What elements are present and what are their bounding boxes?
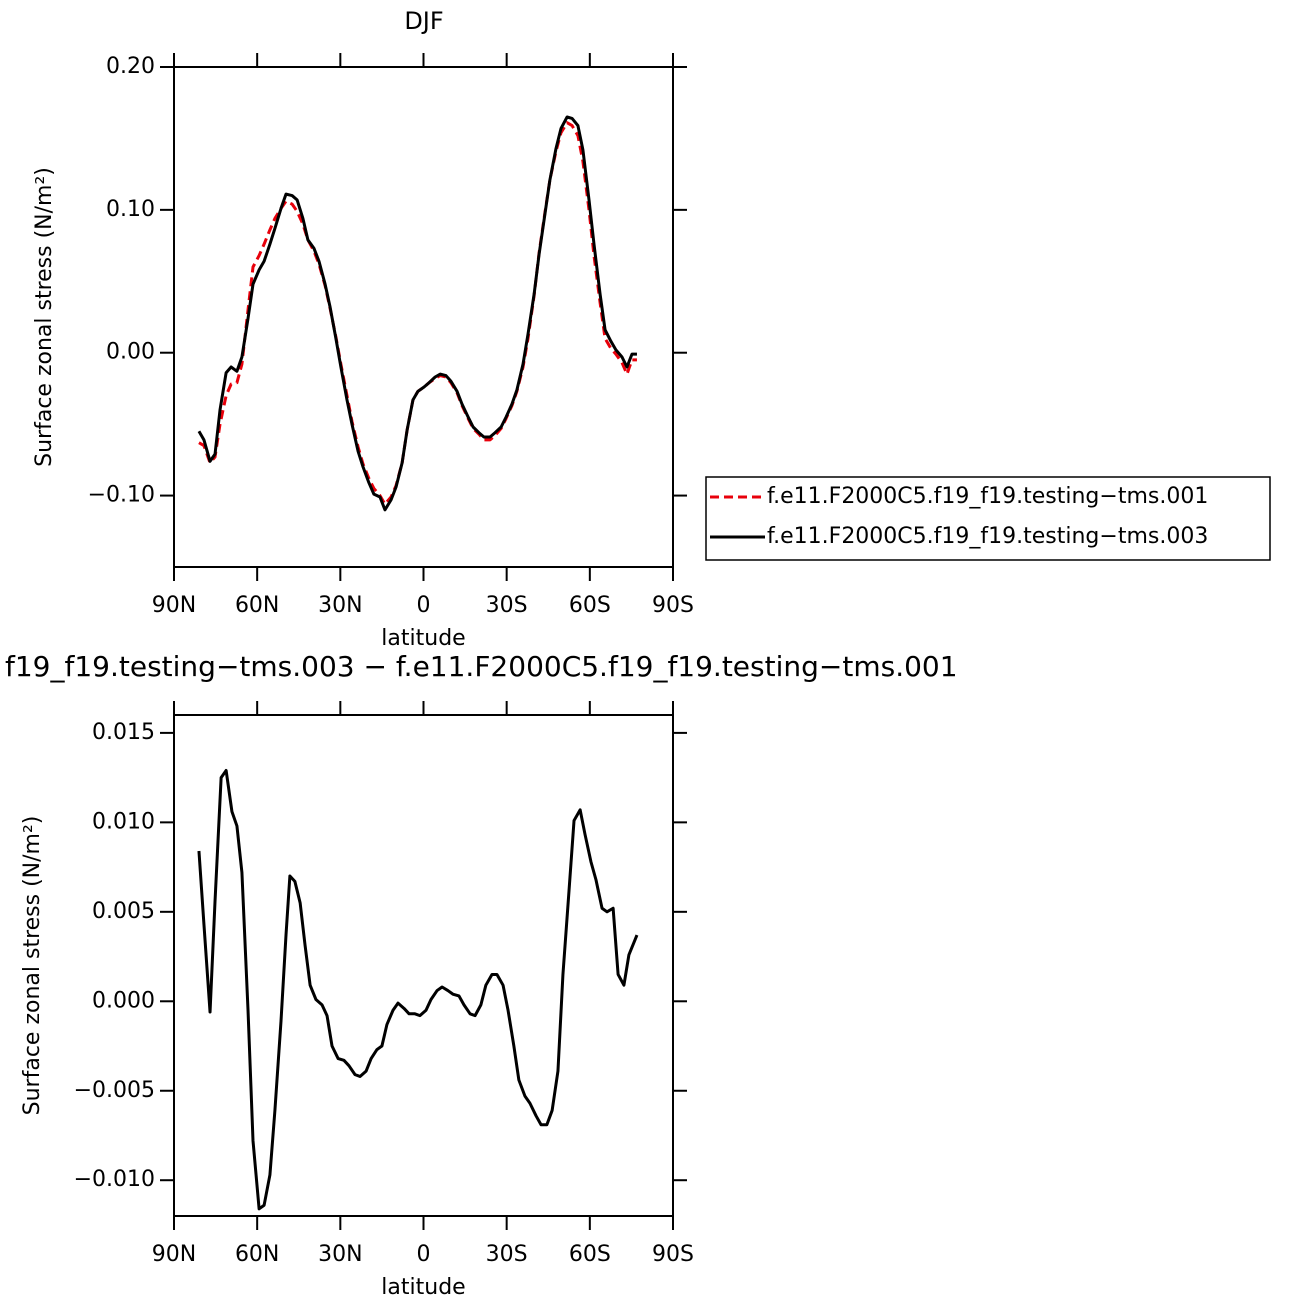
x-tick-label: 0 [417,593,431,618]
y-axis-label: Surface zonal stress (N/m²) [32,167,57,467]
chart-title: f19_f19.testing−tms.003 − f.e11.F2000C5.… [5,650,958,683]
legend-label: f.e11.F2000C5.f19_f19.testing−tms.001 [767,484,1208,509]
x-tick-label: 30N [318,1242,362,1267]
y-tick-label: −0.10 [88,483,155,508]
plot-frame [173,714,674,1217]
x-tick-label: 90S [652,593,694,618]
y-tick-label: 0.000 [92,988,155,1013]
legend-box [705,476,1271,561]
x-tick-label: 90N [152,1242,196,1267]
data-line [197,115,637,512]
data-line [198,121,637,506]
y-tick-label: −0.005 [74,1078,155,1103]
y-tick-label: 0.10 [106,197,155,222]
y-tick-label: −0.010 [74,1167,155,1192]
y-tick-label: 0.010 [92,809,155,834]
x-tick-label: 90S [652,1242,694,1267]
x-tick-label: 60N [235,1242,279,1267]
x-axis-label: latitude [381,626,465,651]
plot-frame [173,66,674,568]
x-tick-label: 30S [486,1242,528,1267]
x-tick-label: 30S [486,593,528,618]
y-tick-label: 0.015 [92,720,155,745]
x-axis-label: latitude [381,1275,465,1300]
y-axis-label: Surface zonal stress (N/m²) [20,816,45,1116]
x-tick-label: 60S [569,1242,611,1267]
y-tick-label: 0.005 [92,899,155,924]
y-tick-label: 0.00 [106,340,155,365]
x-tick-label: 30N [318,593,362,618]
x-tick-label: 90N [152,593,196,618]
legend-label: f.e11.F2000C5.f19_f19.testing−tms.003 [767,524,1208,549]
x-tick-label: 60N [235,593,279,618]
chart-title: DJF [404,7,443,35]
x-tick-label: 0 [417,1242,431,1267]
y-tick-label: 0.20 [106,54,155,79]
data-line [197,768,639,1211]
x-tick-label: 60S [569,593,611,618]
